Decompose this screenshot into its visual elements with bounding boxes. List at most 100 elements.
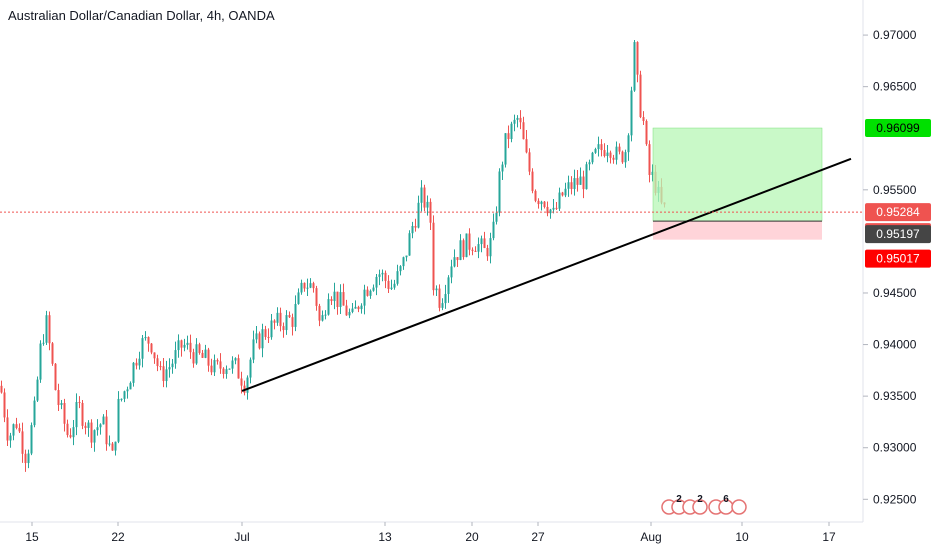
candle-body: [297, 292, 300, 304]
candle-body: [234, 358, 237, 361]
candle-body: [585, 164, 588, 190]
candle-body: [429, 201, 432, 223]
candle-body: [408, 233, 411, 256]
candle-body: [489, 238, 492, 257]
profit-zone[interactable]: [652, 127, 823, 222]
candle-body: [516, 117, 519, 120]
candle-body: [9, 435, 12, 441]
candle-body: [258, 333, 261, 349]
price-axis[interactable]: 0.97000 0.96500 0.95500 0.94500 0.94000 0.935…: [863, 28, 917, 506]
candle-body: [501, 164, 504, 172]
candle-body: [360, 305, 363, 310]
candle-body: [24, 453, 27, 464]
candle-body: [630, 90, 633, 136]
candle-body: [177, 340, 180, 351]
loss-zone[interactable]: [653, 221, 822, 240]
candle-body: [180, 340, 183, 348]
candle-body: [144, 337, 147, 339]
candle-body: [615, 146, 618, 160]
candle-body: [498, 171, 501, 213]
candle-body: [651, 171, 654, 175]
event-markers[interactable]: 2 2 6: [661, 494, 747, 515]
candle-body: [6, 417, 9, 441]
candle-body: [60, 403, 63, 406]
candle-body: [156, 358, 159, 367]
candle-body: [105, 416, 108, 445]
candle-body: [546, 206, 549, 214]
candle-body: [312, 283, 315, 289]
candle-body: [219, 361, 222, 369]
candle-body: [537, 200, 540, 205]
candles: [0, 40, 666, 472]
x-tick-label: 15: [25, 530, 39, 544]
candle-body: [204, 349, 207, 358]
candle-body: [618, 146, 621, 152]
candle-body: [390, 287, 393, 289]
candle-body: [132, 362, 135, 383]
candle-body: [183, 344, 186, 348]
candle-body: [609, 152, 612, 158]
x-tick-label: 13: [378, 530, 392, 544]
candle-body: [396, 271, 399, 284]
time-axis[interactable]: 15 22 Jul 13 20 27 Aug 10 17: [25, 522, 836, 544]
candle-body: [66, 423, 69, 436]
candle-body: [111, 443, 114, 451]
candle-body: [237, 358, 240, 379]
candle-body: [561, 192, 564, 196]
candle-body: [249, 359, 252, 378]
candle-body: [558, 192, 561, 209]
y-tick-label: 0.93000: [873, 441, 917, 455]
candle-body: [399, 266, 402, 272]
candle-body: [207, 349, 210, 366]
candle-body: [483, 238, 486, 248]
candle-body: [108, 443, 111, 445]
candle-body: [294, 303, 297, 327]
candle-body: [321, 315, 324, 321]
candle-body: [162, 366, 165, 382]
candle-body: [141, 338, 144, 359]
candle-body: [27, 453, 30, 464]
event-flag-icon[interactable]: [692, 499, 708, 515]
candle-body: [576, 178, 579, 185]
candle-body: [327, 299, 330, 315]
candle-body: [198, 344, 201, 353]
candle-body: [336, 291, 339, 307]
candle-body: [384, 272, 387, 281]
candle-body: [168, 367, 171, 370]
long-position-tool[interactable]: [652, 127, 823, 240]
candle-body: [645, 120, 648, 145]
candle-body: [291, 317, 294, 327]
candle-body: [195, 344, 198, 364]
x-tick-label: 22: [111, 530, 125, 544]
candle-body: [363, 289, 366, 306]
candle-body: [30, 425, 33, 454]
candle-body: [387, 280, 390, 289]
stop-price-tag: 0.95017: [876, 252, 920, 266]
candle-body: [186, 342, 189, 345]
candle-body: [348, 311, 351, 316]
candle-body: [165, 369, 168, 382]
trendline[interactable]: [241, 157, 852, 392]
candle-body: [276, 312, 279, 323]
candle-body: [351, 308, 354, 312]
candle-body: [462, 240, 465, 258]
candle-body: [150, 343, 153, 353]
y-tick-label: 0.96500: [873, 80, 917, 94]
event-flag-icon[interactable]: [731, 499, 747, 515]
candle-body: [342, 292, 345, 306]
candle-body: [126, 389, 129, 392]
candle-body: [90, 422, 93, 443]
candle-body: [318, 305, 321, 321]
candle-body: [540, 201, 543, 205]
candle-body: [282, 326, 285, 331]
candle-body: [330, 299, 333, 302]
candle-body: [33, 400, 36, 426]
candle-body: [564, 188, 567, 196]
candle-body: [210, 365, 213, 373]
candle-body: [48, 315, 51, 344]
candle-body: [54, 363, 57, 391]
candle-body: [372, 287, 375, 291]
candle-body: [78, 402, 81, 404]
candle-body: [549, 209, 552, 214]
